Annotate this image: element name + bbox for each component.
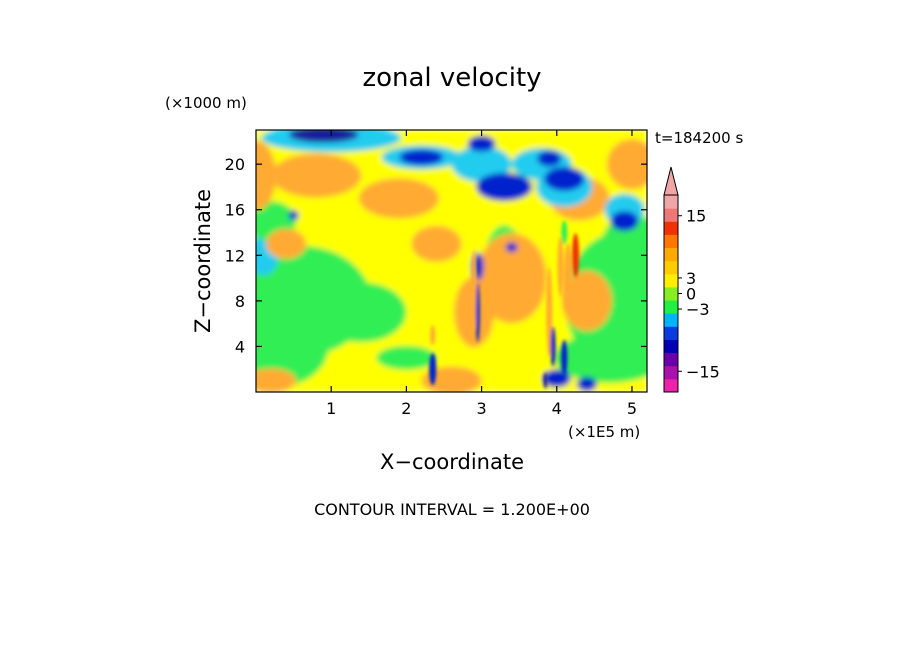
colorbar-segment	[664, 234, 678, 249]
colorbar-segment	[664, 286, 678, 301]
colorbar-label: 0	[686, 285, 696, 304]
y-tick-label: 4	[235, 337, 245, 356]
colorbar-labels: 15 30−3 −15	[678, 207, 720, 381]
x-tick-label: 4	[552, 399, 562, 418]
time-label: t=184200 s	[655, 129, 743, 147]
y-tick-label: 12	[225, 246, 245, 265]
contour-interval-note: CONTOUR INTERVAL = 1.200E+00	[314, 500, 590, 519]
colorbar-segment	[664, 273, 678, 288]
colorbar-arrow	[663, 166, 679, 196]
colorbar-segment	[664, 221, 678, 235]
x-unit-label: (×1E5 m)	[568, 423, 640, 441]
y-tick-label: 20	[225, 155, 245, 174]
colorbar-label: −3	[686, 300, 710, 319]
colorbar-segment	[664, 339, 678, 354]
x-tick-label: 2	[401, 399, 411, 418]
colorbar-segment	[664, 208, 678, 222]
y-tick-label: 8	[235, 292, 245, 311]
colorbar-segment	[664, 260, 678, 275]
x-tick-label: 5	[627, 399, 637, 418]
y-tick-label: 16	[225, 201, 245, 220]
y-unit-label: (×1000 m)	[165, 94, 247, 112]
colorbar-label: 3	[686, 269, 696, 288]
colorbar-segment	[664, 352, 678, 367]
colorbar-label: 15	[686, 207, 706, 226]
colorbar-segment	[664, 378, 678, 393]
colorbar-segment	[664, 365, 678, 380]
x-tick-label: 3	[476, 399, 486, 418]
x-axis-label: X−coordinate	[380, 450, 524, 474]
contour-field	[256, 130, 647, 392]
colorbar	[663, 166, 679, 393]
chart-title: zonal velocity	[362, 63, 541, 93]
plot-frame	[255, 129, 648, 393]
colorbar-segment	[664, 313, 678, 327]
y-axis-ticks: 4 8 12 16 20	[225, 155, 647, 356]
x-tick-label: 1	[326, 399, 336, 418]
x-axis-ticks: 1 2 3 4 5	[326, 130, 637, 418]
y-axis-label: Z−coordinate	[191, 189, 215, 333]
colorbar-segment	[664, 195, 678, 209]
colorbar-segment	[664, 326, 678, 340]
colorbar-segment	[664, 300, 678, 314]
colorbar-segment	[664, 247, 678, 262]
colorbar-label: −15	[686, 362, 720, 381]
